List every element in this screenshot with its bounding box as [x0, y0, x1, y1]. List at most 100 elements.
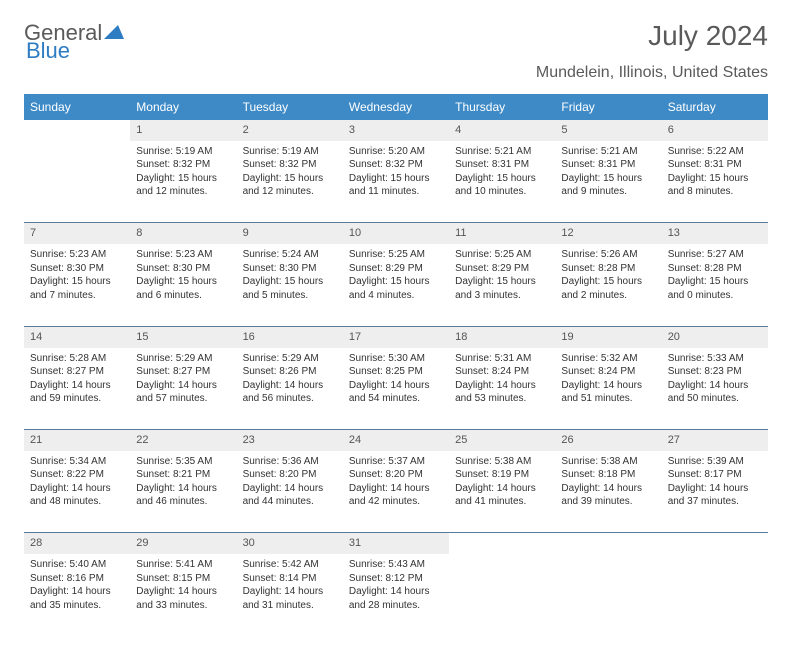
day-number: 26	[555, 430, 661, 451]
day-cell: Sunrise: 5:38 AMSunset: 8:18 PMDaylight:…	[555, 451, 661, 533]
sunrise-text: Sunrise: 5:41 AM	[136, 558, 230, 572]
sunrise-text: Sunrise: 5:25 AM	[455, 248, 549, 262]
day-number: 9	[237, 223, 343, 244]
day-number: 15	[130, 326, 236, 347]
weekday-header: Sunday	[24, 94, 130, 120]
daylight-text: Daylight: 15 hours and 12 minutes.	[136, 172, 230, 199]
sunrise-text: Sunrise: 5:21 AM	[455, 145, 549, 159]
day-number: 28	[24, 533, 130, 554]
day-number-row: 78910111213	[24, 223, 768, 244]
daylight-text: Daylight: 15 hours and 5 minutes.	[243, 275, 337, 302]
daylight-text: Daylight: 15 hours and 9 minutes.	[561, 172, 655, 199]
day-cell: Sunrise: 5:24 AMSunset: 8:30 PMDaylight:…	[237, 244, 343, 326]
sunset-text: Sunset: 8:22 PM	[30, 468, 124, 482]
location-text: Mundelein, Illinois, United States	[24, 64, 768, 82]
day-number: 29	[130, 533, 236, 554]
day-cell: Sunrise: 5:21 AMSunset: 8:31 PMDaylight:…	[555, 141, 661, 223]
day-cell: Sunrise: 5:21 AMSunset: 8:31 PMDaylight:…	[449, 141, 555, 223]
daylight-text: Daylight: 15 hours and 2 minutes.	[561, 275, 655, 302]
daylight-text: Daylight: 14 hours and 54 minutes.	[349, 379, 443, 406]
daylight-text: Daylight: 15 hours and 11 minutes.	[349, 172, 443, 199]
daylight-text: Daylight: 15 hours and 7 minutes.	[30, 275, 124, 302]
sunrise-text: Sunrise: 5:43 AM	[349, 558, 443, 572]
daylight-text: Daylight: 14 hours and 56 minutes.	[243, 379, 337, 406]
daylight-text: Daylight: 14 hours and 39 minutes.	[561, 482, 655, 509]
day-number: 23	[237, 430, 343, 451]
day-cell: Sunrise: 5:29 AMSunset: 8:27 PMDaylight:…	[130, 348, 236, 430]
daylight-text: Daylight: 14 hours and 50 minutes.	[668, 379, 762, 406]
day-number: 2	[237, 120, 343, 141]
day-content-row: Sunrise: 5:19 AMSunset: 8:32 PMDaylight:…	[24, 141, 768, 223]
sunrise-text: Sunrise: 5:24 AM	[243, 248, 337, 262]
day-number	[449, 533, 555, 554]
day-content-row: Sunrise: 5:28 AMSunset: 8:27 PMDaylight:…	[24, 348, 768, 430]
daylight-text: Daylight: 14 hours and 37 minutes.	[668, 482, 762, 509]
sunrise-text: Sunrise: 5:33 AM	[668, 352, 762, 366]
sunset-text: Sunset: 8:27 PM	[30, 365, 124, 379]
sunset-text: Sunset: 8:14 PM	[243, 572, 337, 586]
day-cell: Sunrise: 5:36 AMSunset: 8:20 PMDaylight:…	[237, 451, 343, 533]
day-cell: Sunrise: 5:32 AMSunset: 8:24 PMDaylight:…	[555, 348, 661, 430]
day-number: 21	[24, 430, 130, 451]
sunset-text: Sunset: 8:24 PM	[455, 365, 549, 379]
weekday-header: Monday	[130, 94, 236, 120]
day-cell: Sunrise: 5:19 AMSunset: 8:32 PMDaylight:…	[130, 141, 236, 223]
sunrise-text: Sunrise: 5:20 AM	[349, 145, 443, 159]
sunrise-text: Sunrise: 5:39 AM	[668, 455, 762, 469]
triangle-icon	[104, 23, 124, 44]
sunset-text: Sunset: 8:16 PM	[30, 572, 124, 586]
day-cell	[555, 554, 661, 636]
day-number-row: 123456	[24, 120, 768, 141]
day-number: 14	[24, 326, 130, 347]
sunrise-text: Sunrise: 5:19 AM	[136, 145, 230, 159]
sunset-text: Sunset: 8:17 PM	[668, 468, 762, 482]
sunrise-text: Sunrise: 5:31 AM	[455, 352, 549, 366]
day-number: 8	[130, 223, 236, 244]
sunrise-text: Sunrise: 5:27 AM	[668, 248, 762, 262]
sunset-text: Sunset: 8:31 PM	[668, 158, 762, 172]
daylight-text: Daylight: 14 hours and 51 minutes.	[561, 379, 655, 406]
brand-word2: Blue	[26, 38, 70, 63]
day-cell: Sunrise: 5:23 AMSunset: 8:30 PMDaylight:…	[130, 244, 236, 326]
day-cell: Sunrise: 5:26 AMSunset: 8:28 PMDaylight:…	[555, 244, 661, 326]
daylight-text: Daylight: 14 hours and 57 minutes.	[136, 379, 230, 406]
day-cell: Sunrise: 5:38 AMSunset: 8:19 PMDaylight:…	[449, 451, 555, 533]
day-number: 24	[343, 430, 449, 451]
sunset-text: Sunset: 8:21 PM	[136, 468, 230, 482]
sunrise-text: Sunrise: 5:29 AM	[136, 352, 230, 366]
day-number-row: 28293031	[24, 533, 768, 554]
sunrise-text: Sunrise: 5:32 AM	[561, 352, 655, 366]
calendar-table: Sunday Monday Tuesday Wednesday Thursday…	[24, 94, 768, 636]
daylight-text: Daylight: 15 hours and 0 minutes.	[668, 275, 762, 302]
day-number: 16	[237, 326, 343, 347]
day-cell: Sunrise: 5:40 AMSunset: 8:16 PMDaylight:…	[24, 554, 130, 636]
day-cell: Sunrise: 5:22 AMSunset: 8:31 PMDaylight:…	[662, 141, 768, 223]
sunrise-text: Sunrise: 5:38 AM	[455, 455, 549, 469]
weekday-header-row: Sunday Monday Tuesday Wednesday Thursday…	[24, 94, 768, 120]
daylight-text: Daylight: 14 hours and 42 minutes.	[349, 482, 443, 509]
day-number: 12	[555, 223, 661, 244]
sunset-text: Sunset: 8:12 PM	[349, 572, 443, 586]
sunset-text: Sunset: 8:29 PM	[455, 262, 549, 276]
day-number: 25	[449, 430, 555, 451]
weekday-header: Wednesday	[343, 94, 449, 120]
day-number: 17	[343, 326, 449, 347]
sunset-text: Sunset: 8:31 PM	[561, 158, 655, 172]
day-number: 10	[343, 223, 449, 244]
sunset-text: Sunset: 8:30 PM	[243, 262, 337, 276]
day-number	[555, 533, 661, 554]
day-number	[662, 533, 768, 554]
day-number: 13	[662, 223, 768, 244]
sunset-text: Sunset: 8:29 PM	[349, 262, 443, 276]
sunrise-text: Sunrise: 5:34 AM	[30, 455, 124, 469]
daylight-text: Daylight: 15 hours and 12 minutes.	[243, 172, 337, 199]
weekday-header: Friday	[555, 94, 661, 120]
day-number: 3	[343, 120, 449, 141]
day-cell: Sunrise: 5:31 AMSunset: 8:24 PMDaylight:…	[449, 348, 555, 430]
day-number: 31	[343, 533, 449, 554]
daylight-text: Daylight: 14 hours and 35 minutes.	[30, 585, 124, 612]
sunset-text: Sunset: 8:25 PM	[349, 365, 443, 379]
day-cell: Sunrise: 5:20 AMSunset: 8:32 PMDaylight:…	[343, 141, 449, 223]
sunrise-text: Sunrise: 5:23 AM	[30, 248, 124, 262]
sunset-text: Sunset: 8:18 PM	[561, 468, 655, 482]
